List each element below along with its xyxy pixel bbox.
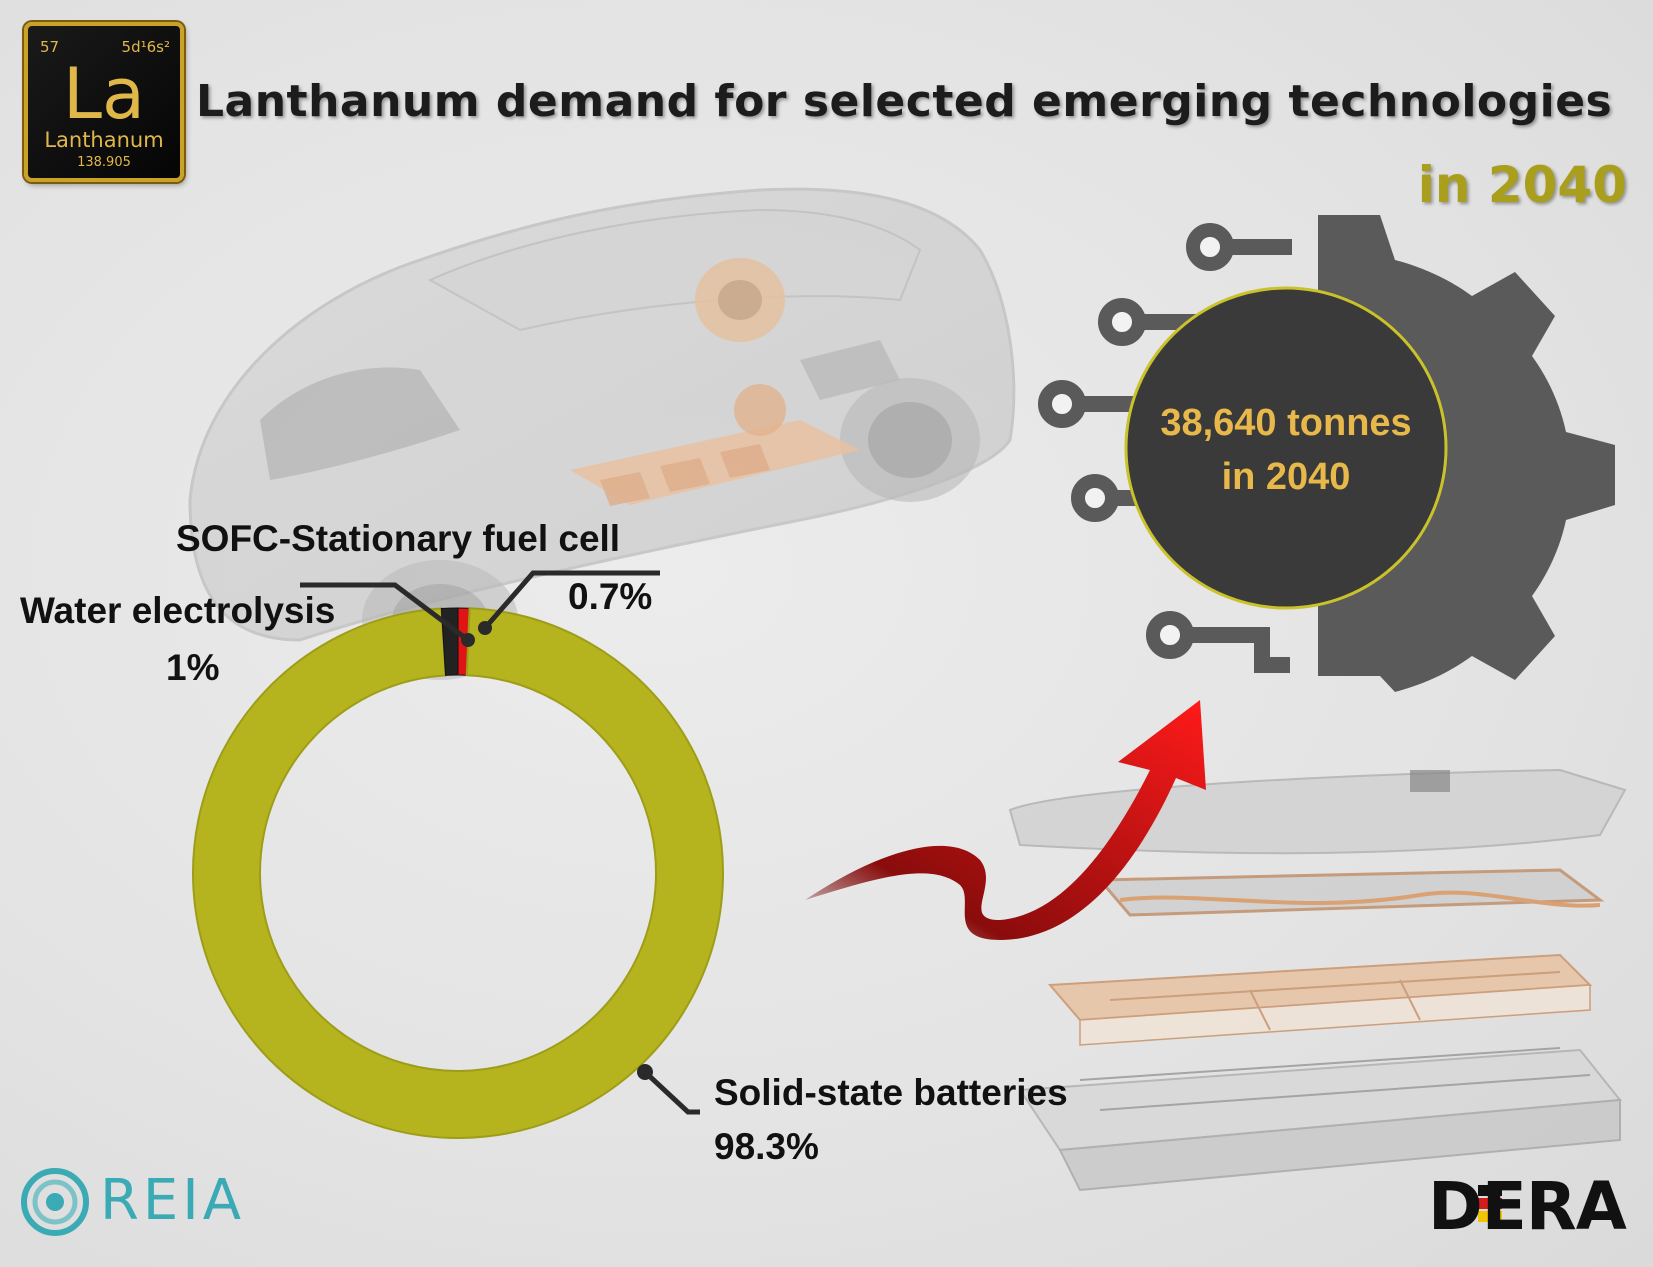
donut-chart bbox=[192, 607, 725, 1139]
atomic-number: 57 bbox=[40, 38, 60, 56]
dera-logo-text: DERA bbox=[1428, 1168, 1627, 1245]
dera-flag-icon bbox=[1478, 1185, 1502, 1222]
total-demand-text: 38,640 tonnes in 2040 bbox=[1126, 396, 1446, 504]
atomic-mass: 138.905 bbox=[77, 155, 131, 170]
leader-line-sofc bbox=[483, 570, 660, 630]
label-water-electrolysis-value: 1% bbox=[166, 647, 220, 688]
page-title: Lanthanum demand for selected emerging t… bbox=[196, 76, 1613, 127]
element-symbol: La bbox=[63, 53, 145, 135]
label-sofc-value: 0.7% bbox=[568, 576, 653, 617]
leader-dot-water-electrolysis bbox=[461, 633, 475, 647]
leader-lines bbox=[300, 570, 700, 1115]
leader-dot-sofc bbox=[478, 621, 492, 635]
label-water-electrolysis-name: Water electrolysis bbox=[20, 590, 336, 631]
electron-configuration: 5d¹6s² bbox=[121, 38, 170, 56]
slice-solid-state-batteries bbox=[192, 607, 725, 1139]
element-name: Lanthanum bbox=[44, 128, 164, 152]
label-sofc-name: SOFC-Stationary fuel cell bbox=[176, 518, 621, 559]
leader-line-solid-state bbox=[643, 1070, 700, 1115]
total-demand-line2: in 2040 bbox=[1221, 456, 1351, 498]
label-solid-state-value: 98.3% bbox=[714, 1126, 819, 1167]
battery-pack-illustration bbox=[1008, 768, 1627, 1192]
growth-arrow-icon bbox=[805, 700, 1206, 940]
reia-logo-icon bbox=[21, 1168, 89, 1236]
leader-line-water-electrolysis bbox=[300, 582, 470, 642]
reia-logo-text: REIA bbox=[100, 1168, 246, 1233]
page-subtitle: in 2040 bbox=[1417, 156, 1627, 214]
total-demand-circle bbox=[1124, 286, 1448, 610]
total-demand-line1: 38,640 tonnes bbox=[1160, 402, 1412, 444]
car-illustration bbox=[188, 187, 1016, 680]
leader-dot-solid-state bbox=[637, 1064, 653, 1080]
element-badge: 57 5d¹6s² La Lanthanum 138.905 bbox=[24, 22, 184, 182]
label-solid-state-name: Solid-state batteries bbox=[714, 1072, 1068, 1113]
